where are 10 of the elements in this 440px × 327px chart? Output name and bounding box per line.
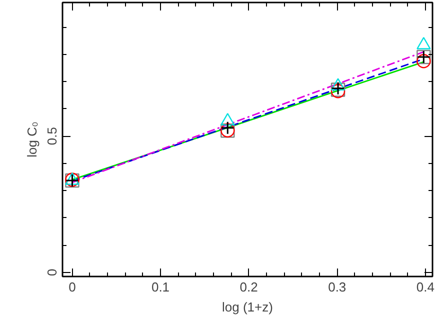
- x-tick-label: 0.4: [416, 280, 434, 294]
- y-axis-title: log C₀: [24, 122, 40, 158]
- x-tick-label: 0.2: [240, 280, 258, 294]
- x-tick-label: 0.3: [328, 280, 346, 294]
- point: [416, 54, 431, 68]
- point: [220, 121, 234, 135]
- x-axis-title: log (1+z): [222, 300, 273, 314]
- x-tick-label: 0: [68, 280, 76, 294]
- y-tick-label: 0.5: [44, 127, 60, 146]
- x-tick-label: 0.1: [151, 280, 170, 294]
